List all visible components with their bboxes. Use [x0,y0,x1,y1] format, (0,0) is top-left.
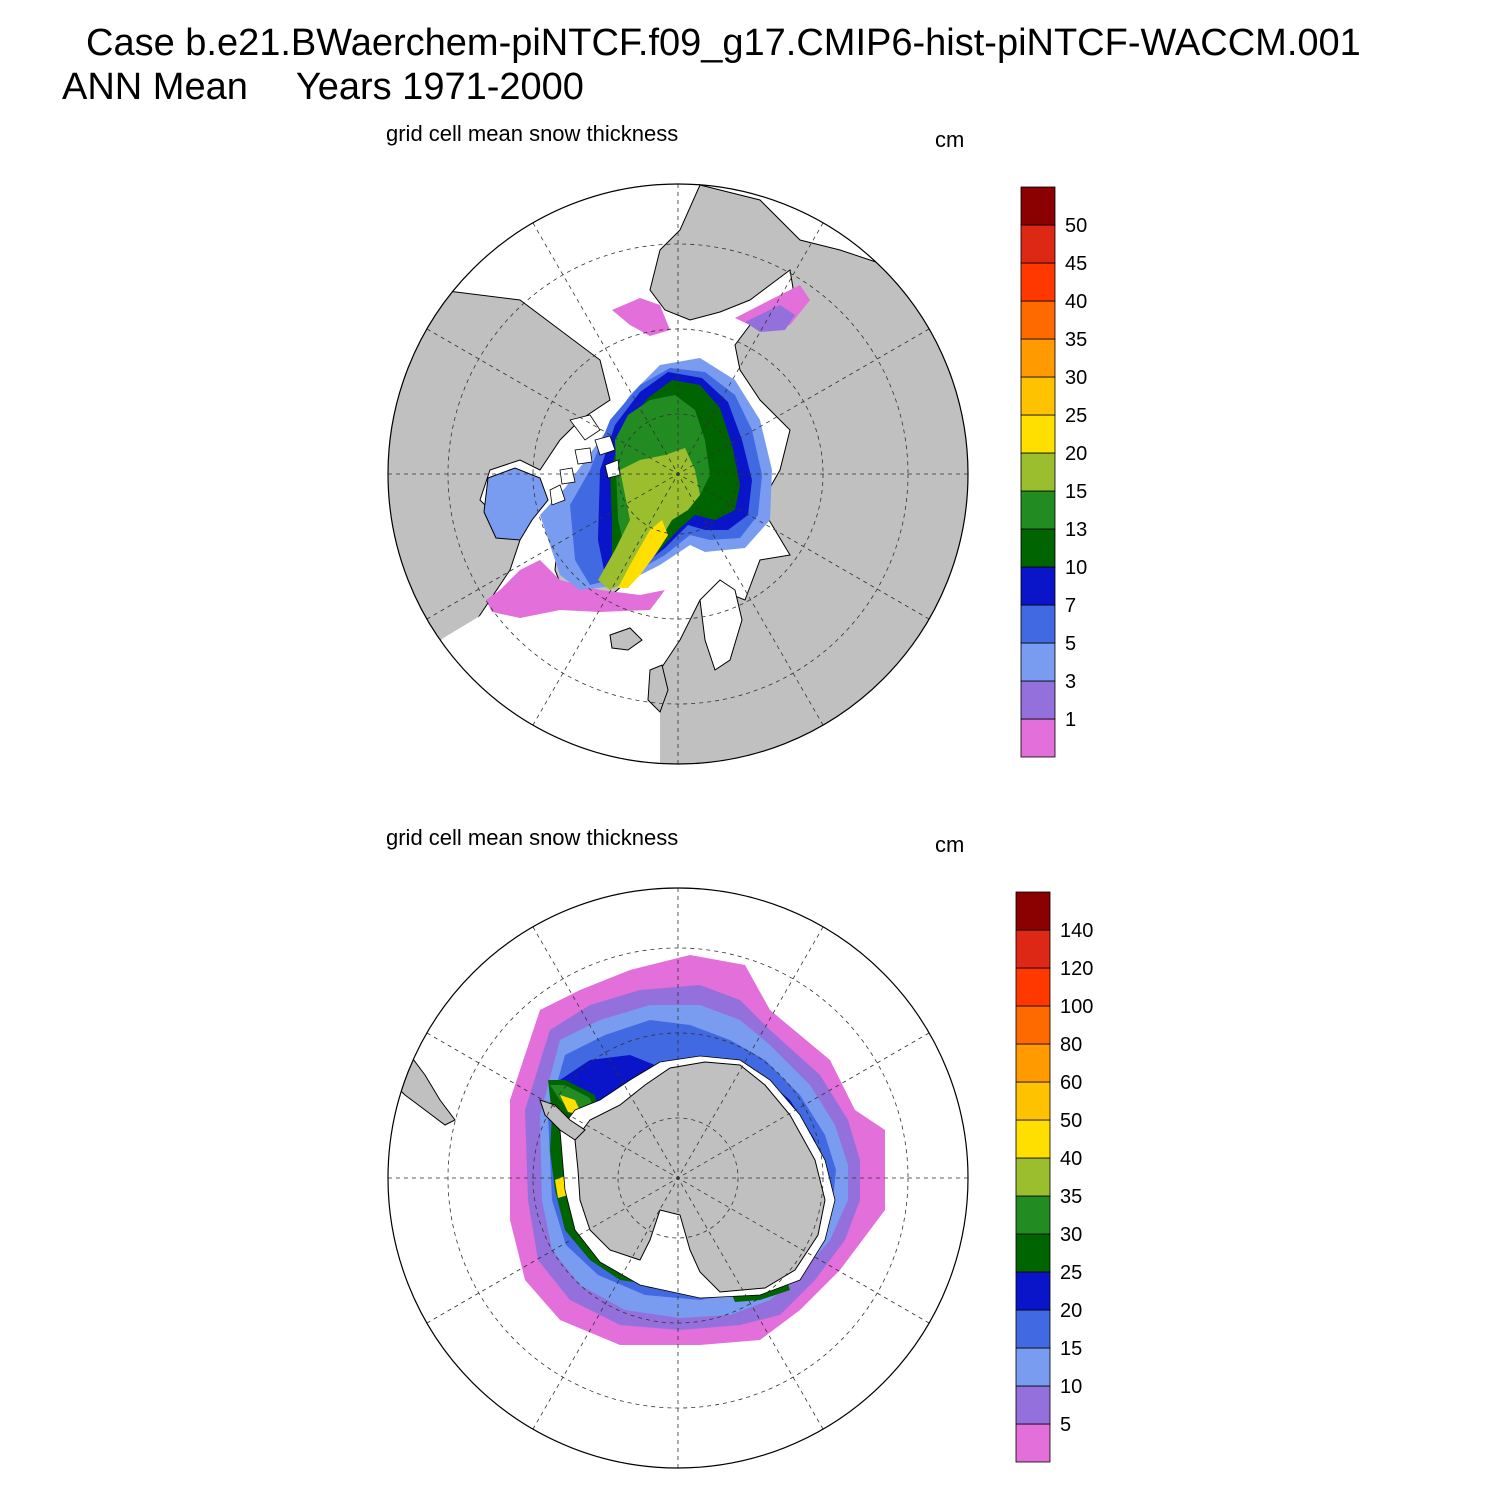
sh-colorbar-swatch [1015,1157,1051,1197]
sh-colorbar-swatch [1015,929,1051,969]
nh-colorbar-swatch [1020,642,1056,682]
nh-snow-band-25 [618,520,668,588]
nh-colorbar-label: 13 [1065,519,1087,541]
sh-colorbar-label: 50 [1060,1110,1082,1132]
nh-colorbar-label: 45 [1065,253,1087,275]
sh-map-border [387,887,969,1469]
nh-colorbar-swatch [1020,414,1056,454]
case-title: Case b.e21.BWaerchem-piNTCF.f09_g17.CMIP… [86,22,1361,64]
nh-colorbar-label: 25 [1065,405,1087,427]
sh-panel-title: grid cell mean snow thickness [386,825,679,850]
sh-colorbar-swatch [1015,1195,1051,1235]
nh-archipelago [549,414,621,506]
nh-colorbar-label: 1 [1065,709,1076,731]
nh-colorbar-label: 30 [1065,367,1087,389]
nh-colorbar-swatch [1020,528,1056,568]
nh-units-label: cm [935,127,965,152]
nh-sea-hudson [483,467,549,541]
nh-polar-map [387,183,969,765]
sh-colorbar-label: 40 [1060,1148,1082,1170]
nh-colorbar-swatch [1020,338,1056,378]
sh-colorbar: 5 10 15 20 25 30 35 40 50 60 80 100 120 140 [1015,891,1093,1463]
nh-snow-band-1 [486,560,665,618]
nh-colorbar-swatch [1020,452,1056,492]
sh-colorbar-swatch [1015,1081,1051,1121]
sh-colorbar-label: 5 [1060,1414,1071,1436]
nh-colorbar-label: 40 [1065,291,1087,313]
nh-colorbar-label: 35 [1065,329,1087,351]
sh-polar-map [387,887,969,1469]
sh-land-antarctica [574,1061,826,1293]
nh-colorbar-label: 20 [1065,443,1087,465]
sh-colorbar-label: 20 [1060,1300,1082,1322]
sh-colorbar-label: 15 [1060,1338,1082,1360]
nh-colorbar-swatch [1020,566,1056,606]
nh-map-border [387,183,969,765]
sh-colorbar-label: 140 [1060,920,1093,942]
nh-land-iceland [609,627,643,651]
sh-colorbar-swatch [1015,1309,1051,1349]
nh-colorbar-swatch [1020,376,1056,416]
nh-colorbar-swatch [1020,300,1056,340]
sh-colorbar-label: 10 [1060,1376,1082,1398]
sh-colorbar-swatch [1015,967,1051,1007]
sh-colorbar-swatch [1015,1233,1051,1273]
nh-colorbar-label: 10 [1065,557,1087,579]
season-title: ANN Mean Years 1971-2000 [62,66,584,109]
nh-colorbar-label: 3 [1065,671,1076,693]
nh-graticule [388,184,968,764]
nh-colorbar-swatch [1020,718,1056,758]
nh-colorbar-label: 50 [1065,215,1087,237]
sh-units-label: cm [935,832,965,857]
nh-colorbar-swatch [1020,490,1056,530]
sh-colorbar-label: 35 [1060,1186,1082,1208]
nh-colorbar-swatch [1020,224,1056,264]
nh-colorbar-label: 7 [1065,595,1076,617]
sh-colorbar-swatch [1015,1271,1051,1311]
sh-colorbar-swatch [1015,1005,1051,1045]
nh-colorbar-swatch [1020,186,1056,226]
nh-colorbar-label: 15 [1065,481,1087,503]
sh-colorbar-label: 30 [1060,1224,1082,1246]
sh-colorbar-swatch [1015,891,1051,931]
nh-colorbar-label: 5 [1065,633,1076,655]
sh-colorbar-swatch [1015,1119,1051,1159]
nh-colorbar-swatch [1020,680,1056,720]
nh-panel-title: grid cell mean snow thickness [386,121,679,146]
sh-colorbar-swatch [1015,1043,1051,1083]
sh-colorbar-label: 25 [1060,1262,1082,1284]
years-label: Years 1971-2000 [295,66,584,108]
sh-colorbar-label: 60 [1060,1072,1082,1094]
nh-snow-band-20 [598,448,700,590]
nh-snow-band-3 [745,305,795,332]
sh-colorbar-label: 80 [1060,1034,1082,1056]
nh-colorbar-swatch [1020,604,1056,644]
sh-colorbar-label: 120 [1060,958,1093,980]
nh-land-uk [647,664,669,713]
nh-snow-band-1-pacific [612,298,670,336]
nh-sea-baltic [699,579,743,671]
sh-colorbar-swatch [1015,1347,1051,1387]
season-label: ANN Mean [62,66,248,108]
sh-colorbar-swatch [1015,1385,1051,1425]
nh-colorbar-swatch [1020,262,1056,302]
sh-colorbar-label: 100 [1060,996,1093,1018]
sh-graticule [388,888,968,1468]
sh-colorbar-swatch [1015,1423,1051,1463]
